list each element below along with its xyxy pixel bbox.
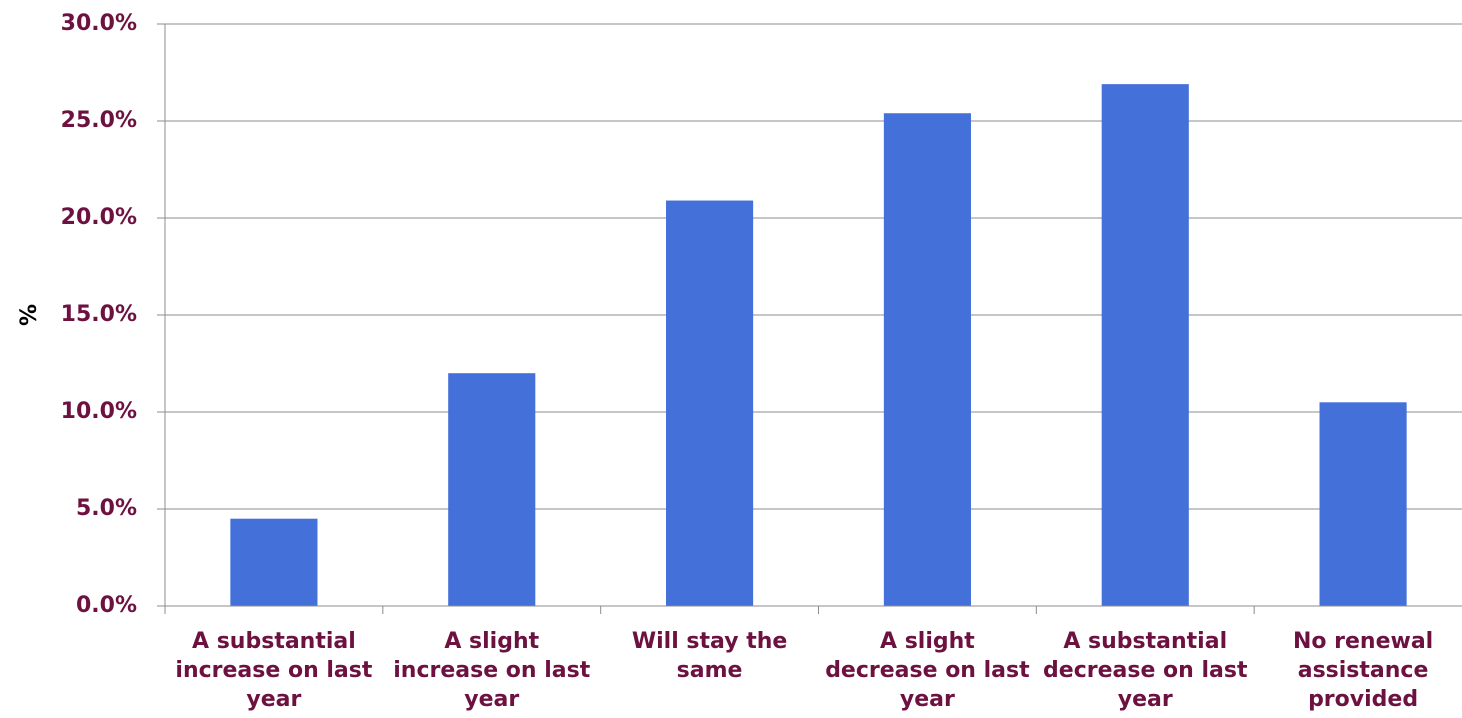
x-category-label-line: year [246,687,301,712]
y-tick-label: 20.0% [61,205,137,230]
x-category-label-line: year [464,687,519,712]
y-tick-label: 25.0% [61,108,137,133]
x-category-label: A slight increase on last year [393,629,590,712]
bars [230,84,1407,607]
bar [1101,84,1189,606]
x-category-label-line: Will stay the [632,629,787,654]
y-tick-labels: 0.0% 5.0% 10.0% 15.0% 20.0% 25.0% 30.0% [61,11,137,618]
y-tick-label: 5.0% [76,496,137,521]
bar [1319,402,1407,606]
bar [883,113,971,607]
x-category-label: No renewal assistance provided [1293,629,1433,712]
x-category-label-line: provided [1308,687,1418,712]
bar [448,373,536,606]
y-axis-title: % [17,304,42,326]
x-category-label-line: increase on last [175,658,372,683]
x-category-label-line: No renewal [1293,629,1433,654]
x-category-label: A substantial increase on last year [175,629,372,712]
x-category-label-line: increase on last [393,658,590,683]
y-tick-label: 30.0% [61,11,137,36]
bar [666,200,754,607]
x-category-label-line: A slight [880,629,975,654]
x-category-label: Will stay the same [632,629,787,683]
x-category-label: A substantial decrease on last year [1043,629,1248,712]
x-category-label-line: year [1118,687,1173,712]
gridlines [157,23,1462,607]
y-tick-label: 15.0% [61,302,137,327]
x-category-label-line: decrease on last [1043,658,1248,683]
y-tick-label: 0.0% [76,593,137,618]
x-category-label-line: A slight [444,629,539,654]
x-category-label: A slight decrease on last year [825,629,1030,712]
x-category-label-line: A substantial [1063,629,1227,654]
y-tick-label: 10.0% [61,399,137,424]
x-category-label-line: same [677,658,743,683]
x-category-label-line: assistance [1298,658,1429,683]
axes [164,24,1462,614]
x-category-label-line: A substantial [192,629,356,654]
bar [230,518,318,606]
x-category-label-line: decrease on last [825,658,1030,683]
x-category-label-line: year [900,687,955,712]
